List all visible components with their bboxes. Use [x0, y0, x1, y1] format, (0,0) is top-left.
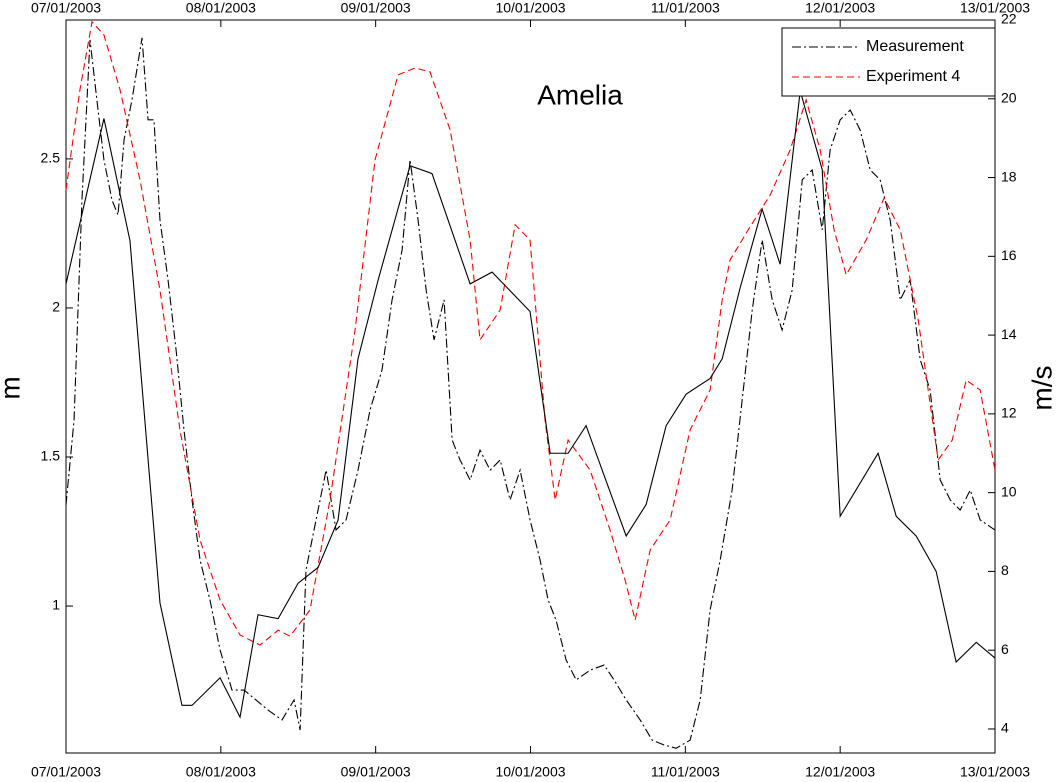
- x-tick-label: 13/01/2003: [960, 764, 1030, 780]
- legend-box: [781, 27, 996, 97]
- y2-tick-label: 12: [1001, 405, 1017, 421]
- x-tick-label: 11/01/2003: [651, 764, 720, 780]
- y2-tick-label: 16: [1001, 247, 1017, 263]
- legend-label: Measurement: [866, 38, 964, 55]
- y-tick-label: 2.5: [41, 150, 61, 166]
- y2-tick-label: 20: [1001, 89, 1017, 105]
- legend-label: Experiment 4: [866, 68, 960, 85]
- x-tick-label: 12/01/2003: [805, 764, 875, 780]
- y-tick-label: 1.5: [41, 448, 61, 464]
- x-tick-label: 08/01/2003: [186, 764, 256, 780]
- y-tick-label: 2: [52, 299, 60, 315]
- y-axis-label: m: [0, 376, 25, 399]
- series-line: [65, 20, 996, 646]
- y2-tick-label: 4: [1001, 720, 1009, 736]
- x-tick-label-top: 11/01/2003: [651, 0, 720, 16]
- x-tick-label-top: 10/01/2003: [495, 0, 565, 16]
- series-line: [65, 90, 996, 719]
- x-tick-label-top: 09/01/2003: [341, 0, 411, 16]
- plot-frame: [65, 19, 996, 754]
- x-tick-label-top: 13/01/2003: [960, 0, 1030, 16]
- y2-tick-label: 22: [1001, 11, 1017, 27]
- y2-tick-label: 10: [1001, 483, 1017, 499]
- x-tick-label: 07/01/2003: [31, 764, 101, 780]
- y2-axis-label: m/s: [1026, 365, 1057, 410]
- y2-tick-label: 8: [1001, 562, 1009, 578]
- x-tick-label: 09/01/2003: [341, 764, 411, 780]
- x-tick-label-top: 07/01/2003: [31, 0, 101, 16]
- y2-tick-label: 18: [1001, 168, 1017, 184]
- chart-title: Amelia: [537, 79, 623, 110]
- y2-tick-label: 14: [1001, 326, 1017, 342]
- x-tick-label: 10/01/2003: [495, 764, 565, 780]
- y2-tick-label: 6: [1001, 641, 1009, 657]
- x-tick-label-top: 08/01/2003: [186, 0, 256, 16]
- series-line: [65, 37, 996, 749]
- y-tick-label: 1: [52, 597, 60, 613]
- x-tick-label-top: 12/01/2003: [805, 0, 875, 16]
